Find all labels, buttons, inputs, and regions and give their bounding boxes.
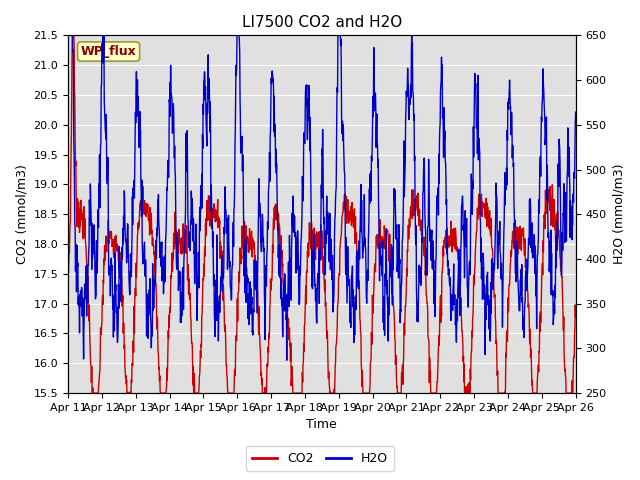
Y-axis label: H2O (mmol/m3): H2O (mmol/m3) [612,164,625,264]
CO2 [125,390,132,396]
X-axis label: Time: Time [307,419,337,432]
H2O [280,295,287,300]
CO2 [280,284,288,289]
H2O [124,224,132,230]
CO2 [68,33,76,38]
CO2 [572,314,579,320]
H2O [291,229,298,235]
CO2 [64,264,72,270]
CO2 [104,240,112,245]
H2O [353,248,361,254]
H2O [104,181,111,187]
CO2 [300,341,308,347]
H2O [300,185,307,191]
Title: LI7500 CO2 and H2O: LI7500 CO2 and H2O [242,15,402,30]
Y-axis label: CO2 (mmol/m3): CO2 (mmol/m3) [15,164,28,264]
H2O [64,33,72,38]
Line: CO2: CO2 [68,36,575,393]
Line: H2O: H2O [68,36,575,360]
Text: WP_flux: WP_flux [81,45,136,58]
CO2 [354,261,362,267]
H2O [283,357,291,363]
CO2 [291,390,298,396]
CO2 [88,390,96,396]
H2O [572,109,579,115]
Legend: CO2, H2O: CO2, H2O [246,446,394,471]
